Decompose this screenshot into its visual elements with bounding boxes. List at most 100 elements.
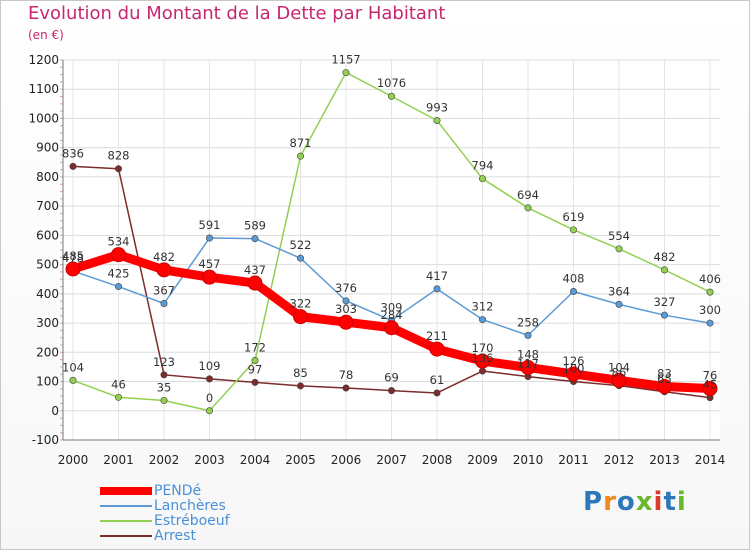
y-tick-label: 1100 bbox=[28, 82, 59, 96]
data-point bbox=[115, 283, 123, 291]
data-point bbox=[251, 235, 259, 243]
data-point bbox=[569, 226, 577, 234]
data-point bbox=[206, 407, 214, 415]
data-label: 312 bbox=[472, 300, 494, 314]
data-label: 172 bbox=[244, 340, 266, 354]
data-label: 97 bbox=[248, 362, 263, 376]
data-label: 123 bbox=[153, 355, 175, 369]
y-tick-label: 1200 bbox=[28, 53, 59, 67]
data-label: 117 bbox=[517, 357, 539, 371]
data-label: 417 bbox=[426, 269, 448, 283]
legend-swatch bbox=[100, 487, 152, 495]
legend: PENDé Lanchères Estréboeuf Arrest bbox=[100, 483, 300, 544]
y-tick-label: 1000 bbox=[28, 111, 59, 125]
logo-letter: i bbox=[653, 487, 664, 517]
data-label: 86 bbox=[612, 366, 627, 380]
data-point bbox=[660, 266, 668, 274]
data-label: 284 bbox=[381, 308, 403, 322]
data-label: 836 bbox=[62, 146, 84, 160]
data-point bbox=[69, 376, 77, 384]
legend-item: Lanchères bbox=[100, 498, 300, 514]
data-label: 0 bbox=[206, 391, 213, 405]
legend-label: Arrest bbox=[154, 528, 196, 544]
data-point bbox=[293, 309, 308, 325]
data-point bbox=[615, 245, 623, 253]
data-point bbox=[160, 397, 168, 405]
data-label: 591 bbox=[199, 218, 221, 232]
data-label: 534 bbox=[108, 235, 130, 249]
data-label: 478 bbox=[62, 251, 84, 265]
y-tick-label: 100 bbox=[36, 375, 59, 389]
data-point bbox=[478, 175, 486, 183]
x-tick-label: 2000 bbox=[58, 453, 89, 467]
data-label: 482 bbox=[153, 250, 175, 264]
data-label: 104 bbox=[608, 360, 630, 374]
x-tick-label: 2008 bbox=[422, 453, 453, 467]
data-label: 65 bbox=[657, 372, 672, 386]
data-label: 367 bbox=[153, 283, 175, 297]
data-point bbox=[206, 375, 214, 383]
data-point bbox=[478, 367, 486, 375]
x-tick-label: 2014 bbox=[695, 453, 726, 467]
data-label: 376 bbox=[335, 281, 357, 295]
data-point bbox=[706, 288, 714, 296]
data-point bbox=[524, 331, 532, 339]
data-point bbox=[160, 299, 168, 307]
data-point bbox=[342, 384, 350, 392]
data-point bbox=[69, 162, 77, 170]
data-label: 78 bbox=[339, 368, 354, 382]
logo-letter: r bbox=[603, 487, 617, 517]
legend-item: Arrest bbox=[100, 528, 300, 544]
y-tick-label: 0 bbox=[51, 404, 59, 418]
data-label: 104 bbox=[62, 360, 84, 374]
data-label: 794 bbox=[472, 159, 494, 173]
data-point bbox=[156, 262, 172, 278]
y-tick-label: -100 bbox=[32, 433, 59, 447]
x-tick-label: 2001 bbox=[103, 453, 134, 467]
data-label: 1157 bbox=[331, 53, 360, 67]
data-point bbox=[660, 311, 668, 319]
data-label: 309 bbox=[381, 300, 403, 314]
data-point bbox=[615, 300, 623, 308]
data-label: 148 bbox=[517, 348, 539, 362]
data-label: 69 bbox=[384, 371, 399, 385]
legend-label: PENDé bbox=[154, 483, 202, 499]
data-label: 109 bbox=[199, 359, 221, 373]
data-point bbox=[342, 297, 350, 305]
y-tick-label: 200 bbox=[36, 345, 59, 359]
y-tick-label: 500 bbox=[36, 258, 59, 272]
data-point bbox=[247, 275, 263, 291]
proxiti-logo: Proxiti bbox=[583, 487, 687, 517]
data-label: 126 bbox=[563, 354, 585, 368]
chart-title: Evolution du Montant de la Dette par Hab… bbox=[28, 3, 446, 24]
data-point bbox=[433, 285, 441, 293]
data-point bbox=[338, 314, 354, 330]
data-point bbox=[520, 360, 536, 376]
data-point bbox=[657, 379, 672, 395]
legend-item: PENDé bbox=[100, 483, 300, 499]
data-point bbox=[296, 254, 304, 262]
data-label: 300 bbox=[699, 303, 721, 317]
logo-letter: x bbox=[635, 487, 654, 517]
data-label: 211 bbox=[426, 329, 448, 343]
data-point bbox=[702, 381, 718, 397]
data-point bbox=[387, 387, 395, 395]
data-label: 619 bbox=[563, 210, 585, 224]
legend-item: Estréboeuf bbox=[100, 513, 300, 529]
logo-letter: o bbox=[616, 487, 636, 517]
data-label: 871 bbox=[290, 136, 312, 150]
x-tick-label: 2003 bbox=[194, 453, 225, 467]
data-label: 437 bbox=[244, 263, 266, 277]
data-point bbox=[111, 247, 126, 263]
data-label: 76 bbox=[703, 369, 718, 383]
data-point bbox=[387, 92, 395, 100]
data-point bbox=[611, 372, 627, 388]
data-point bbox=[206, 234, 214, 242]
data-label: 61 bbox=[430, 373, 445, 387]
x-tick-label: 2004 bbox=[240, 453, 271, 467]
x-tick-label: 2010 bbox=[513, 453, 544, 467]
data-label: 522 bbox=[290, 238, 312, 252]
data-point bbox=[384, 320, 399, 336]
data-point bbox=[566, 366, 581, 382]
data-point bbox=[433, 389, 441, 397]
